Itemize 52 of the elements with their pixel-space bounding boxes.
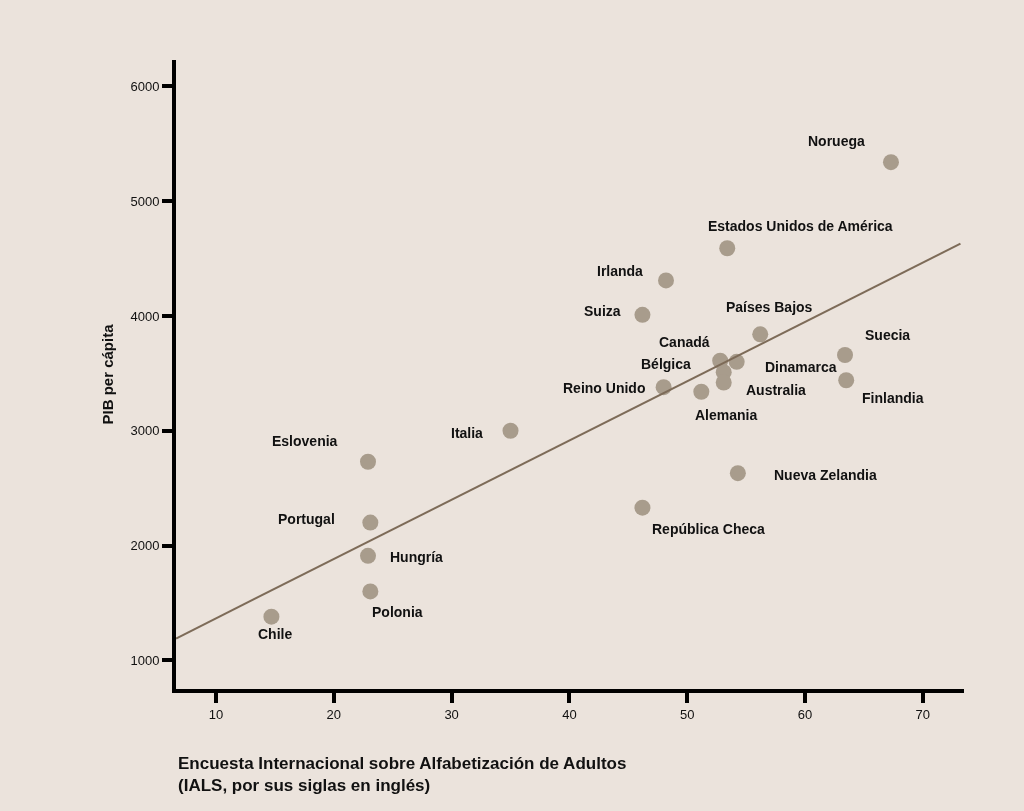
y-tick-label: 2000	[130, 538, 160, 554]
point	[837, 346, 854, 363]
point	[634, 499, 651, 516]
annotation: Eslovenia	[272, 433, 338, 449]
y-axis-title: PIB per cápita	[99, 323, 117, 425]
x-tick-label: 70	[915, 706, 930, 722]
point	[360, 453, 376, 470]
y-tick-label: 1000	[130, 652, 160, 668]
annotation: Suecia	[865, 327, 911, 343]
annotation: Estados Unidos de América	[708, 218, 893, 234]
x-axis-title: Encuesta Internacional sobre Alfabetización de Adultos (IALS, por sus siglas en inglés)	[178, 754, 627, 796]
point	[360, 547, 376, 564]
annotation: Finlandia	[862, 390, 924, 406]
y-tick-label: 5000	[130, 193, 160, 209]
annotation: Bélgica	[641, 356, 692, 372]
y-tick-label: 4000	[130, 308, 160, 324]
annotation: Suiza	[584, 303, 621, 319]
point	[693, 383, 710, 400]
annotation: Hungría	[390, 549, 444, 565]
annotation: Irlanda	[597, 263, 644, 279]
x-tick-label: 30	[444, 706, 459, 722]
x-tick-label: 50	[679, 706, 695, 722]
point	[838, 372, 855, 389]
annotation: Noruega	[808, 133, 865, 149]
annotation: Nueva Zelandia	[774, 467, 877, 483]
x-tick-label: 20	[326, 706, 342, 722]
point	[634, 306, 651, 323]
point	[882, 154, 899, 171]
y-tick-label: 3000	[130, 423, 160, 439]
x-tick-label: 60	[797, 706, 813, 722]
annotation: Portugal	[278, 511, 335, 527]
point	[502, 422, 519, 439]
annotation: Chile	[258, 626, 293, 642]
annotation: Australia	[746, 382, 807, 398]
annotation: Países Bajos	[726, 299, 813, 315]
annotation: Italia	[451, 425, 484, 441]
x-tick-label: 40	[562, 706, 577, 722]
annotation: Alemania	[695, 407, 758, 423]
point	[362, 583, 379, 600]
point	[752, 326, 769, 343]
annotation: Polonia	[372, 604, 423, 620]
point	[263, 608, 280, 625]
y-tick-label: 6000	[130, 78, 160, 94]
point	[719, 240, 736, 257]
annotation: Canadá	[659, 334, 710, 350]
point	[658, 272, 674, 289]
point	[362, 514, 379, 531]
annotation: República Checa	[652, 521, 766, 537]
annotation: Dinamarca	[765, 359, 837, 375]
annotation: Reino Unido	[563, 380, 646, 396]
point	[729, 465, 746, 482]
x-tick-label: 10	[208, 706, 224, 722]
